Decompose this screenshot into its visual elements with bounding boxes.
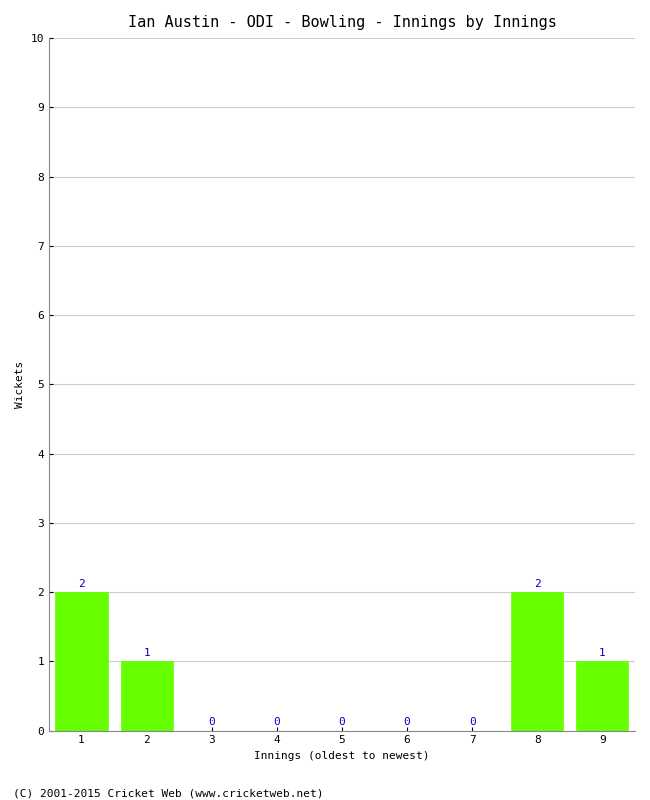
X-axis label: Innings (oldest to newest): Innings (oldest to newest) (254, 751, 430, 761)
Bar (55, 592, 107, 730)
Text: 0: 0 (404, 717, 410, 727)
Bar (577, 662, 629, 730)
Text: 0: 0 (339, 717, 345, 727)
Y-axis label: Wickets: Wickets (15, 361, 25, 408)
Text: 2: 2 (78, 578, 85, 589)
Text: 1: 1 (599, 648, 606, 658)
Bar (120, 662, 173, 730)
Title: Ian Austin - ODI - Bowling - Innings by Innings: Ian Austin - ODI - Bowling - Innings by … (127, 15, 556, 30)
Text: 0: 0 (209, 717, 215, 727)
Text: 0: 0 (274, 717, 280, 727)
Text: 2: 2 (534, 578, 541, 589)
Text: (C) 2001-2015 Cricket Web (www.cricketweb.net): (C) 2001-2015 Cricket Web (www.cricketwe… (13, 788, 324, 798)
Bar (512, 592, 564, 730)
Text: 1: 1 (143, 648, 150, 658)
Text: 0: 0 (469, 717, 476, 727)
